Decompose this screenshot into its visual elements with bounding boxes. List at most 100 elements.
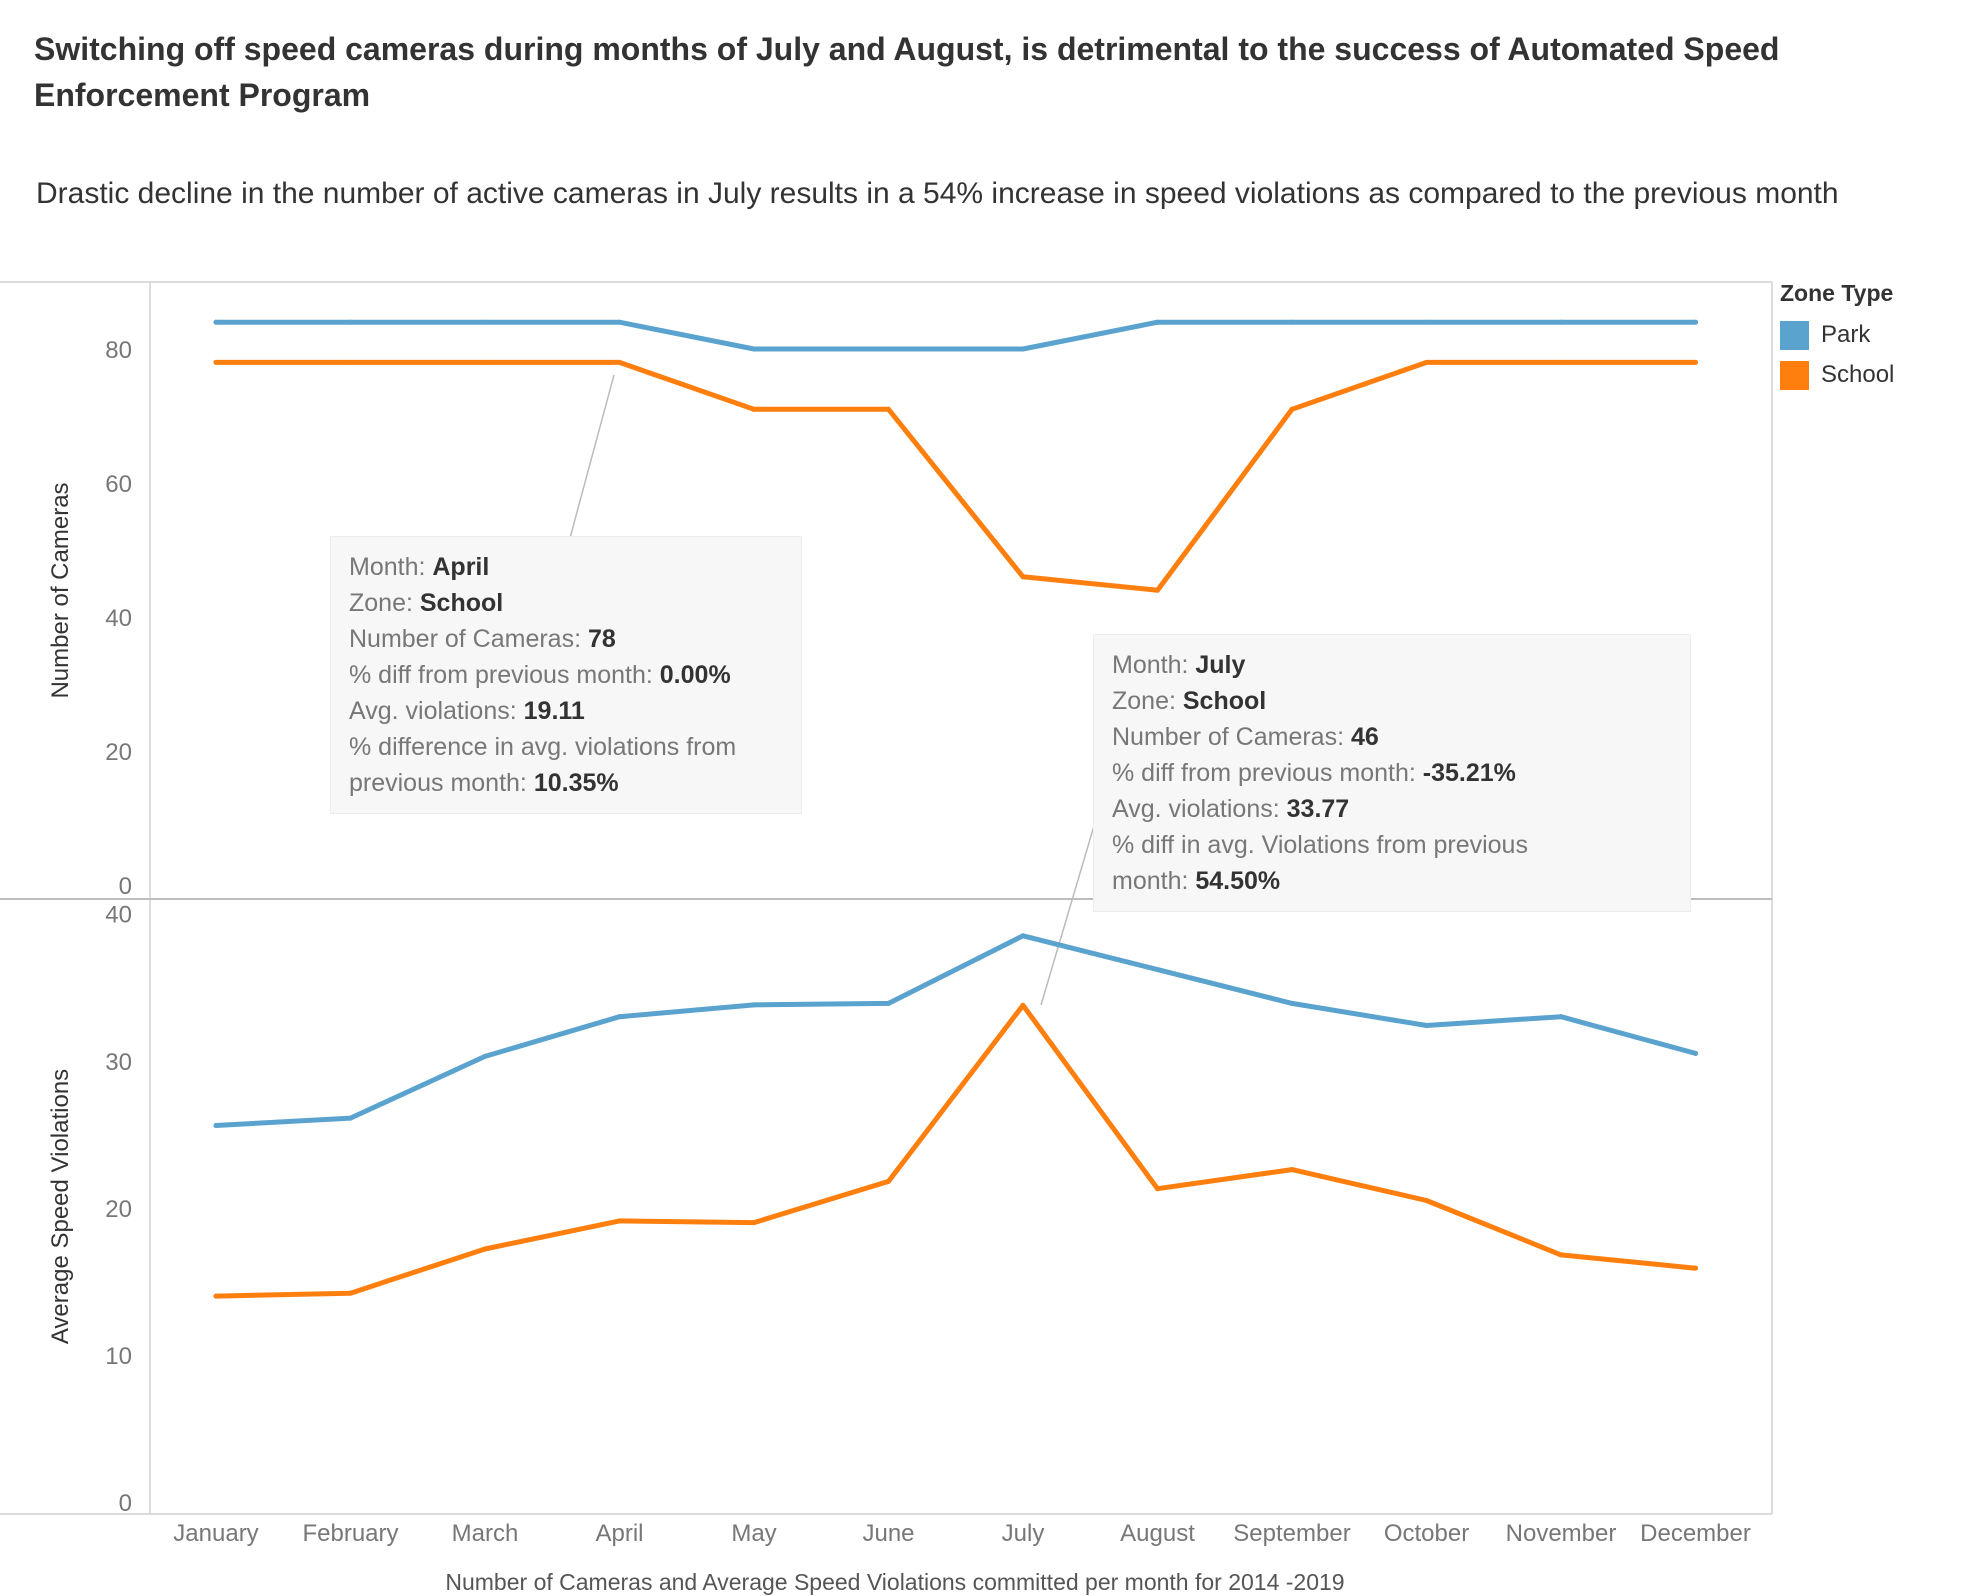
data-point-park — [617, 319, 622, 325]
tooltip-line: % diff from previous month: 0.00% — [349, 657, 783, 693]
tooltip-line-label: Number of Cameras: — [1112, 723, 1351, 751]
data-point-school — [348, 359, 353, 365]
tooltip-line-value: 10.35% — [533, 769, 619, 797]
data-point-school — [886, 1178, 891, 1184]
tooltip-line-value: 46 — [1350, 723, 1379, 751]
data-point-park — [1155, 967, 1160, 973]
x-tick-label: May — [731, 1520, 776, 1547]
legend-swatch-park — [1780, 320, 1809, 350]
x-tick-label: August — [1120, 1520, 1195, 1547]
data-point-school — [1289, 1167, 1295, 1173]
data-point-park — [1155, 319, 1160, 325]
y-tick-label: 40 — [105, 902, 132, 929]
legend[interactable]: Zone Type Park School — [1780, 280, 1894, 395]
data-point-school — [1424, 359, 1429, 365]
tooltip-line: Avg. violations: 33.77 — [1112, 791, 1672, 827]
data-point-school — [1289, 406, 1295, 412]
legend-item-park[interactable]: Park — [1780, 315, 1894, 355]
tooltip-line-value: 54.50% — [1195, 867, 1281, 895]
data-point-school — [1020, 574, 1026, 580]
data-point-park — [1424, 319, 1429, 325]
data-point-park — [1289, 1000, 1295, 1006]
tooltip-line-label: Avg. violations: — [1112, 795, 1287, 823]
y-axis-title: Average Speed Violations — [47, 1069, 74, 1344]
data-point-park — [348, 1115, 353, 1121]
tooltip-july-school: Month: July Zone: School Number of Cameras… — [1093, 634, 1691, 912]
tooltip-line: previous month: 10.35% — [349, 765, 783, 801]
tooltip-line-value: School — [1182, 687, 1267, 715]
tooltip-line: % difference in avg. violations from — [349, 729, 783, 765]
legend-title: Zone Type — [1780, 280, 1894, 306]
legend-swatch-school — [1780, 360, 1809, 390]
data-point-school — [1155, 1186, 1160, 1192]
data-point-school — [213, 359, 219, 365]
data-point-park — [348, 319, 353, 325]
tooltip-line: Month: July — [1112, 647, 1672, 683]
legend-label-park: Park — [1821, 321, 1871, 348]
y-axis-title: Number of Cameras — [47, 482, 74, 698]
tooltip-connector-april — [569, 374, 615, 539]
tooltip-line: Number of Cameras: 46 — [1112, 719, 1672, 755]
data-point-park — [482, 1053, 488, 1059]
tooltip-line: Avg. violations: 19.11 — [349, 693, 783, 729]
tooltip-line-label: Zone: — [1112, 687, 1183, 715]
tooltip-line: % diff from previous month: -35.21% — [1112, 755, 1672, 791]
x-tick-label: January — [173, 1520, 258, 1547]
tooltip-line-label: month: — [1112, 867, 1196, 895]
data-point-school — [1020, 1002, 1026, 1008]
tooltip-line: Zone: School — [349, 585, 783, 621]
data-point-school — [617, 359, 622, 365]
data-point-park — [1693, 319, 1698, 325]
data-point-park — [1424, 1022, 1429, 1028]
data-point-park — [1693, 1050, 1698, 1056]
x-tick-label: July — [1002, 1520, 1045, 1547]
y-tick-label: 10 — [105, 1343, 132, 1370]
series-line-park — [213, 933, 1698, 1128]
data-point-school — [617, 1218, 622, 1224]
tooltip-april-school: Month: April Zone: School Number of Camera… — [330, 536, 802, 814]
y-tick-label: 30 — [105, 1049, 132, 1076]
y-tick-label: 80 — [105, 337, 132, 364]
x-axis-title: Number of Cameras and Average Speed Viol… — [445, 1569, 1344, 1595]
tooltip-line-label: % difference in avg. violations from — [349, 733, 737, 761]
legend-label-school: School — [1821, 361, 1895, 388]
data-point-park — [617, 1014, 622, 1020]
tooltip-line-label: Zone: — [349, 589, 420, 617]
x-tick-label: February — [302, 1520, 398, 1547]
data-point-school — [348, 1290, 353, 1296]
y-tick-label: 40 — [105, 605, 132, 632]
data-point-park — [1020, 346, 1026, 352]
series-line-park — [213, 319, 1698, 352]
tooltip-line-value: School — [419, 589, 504, 617]
data-point-school — [482, 359, 488, 365]
x-tick-label: April — [595, 1520, 643, 1547]
tooltip-line-value: July — [1195, 651, 1246, 679]
x-tick-label: November — [1506, 1520, 1617, 1547]
data-point-school — [751, 1220, 757, 1226]
tooltip-line: Number of Cameras: 78 — [349, 621, 783, 657]
tooltip-line-label: Month: — [1112, 651, 1196, 679]
x-tick-label: September — [1233, 1520, 1350, 1547]
tooltip-line-value: April — [432, 553, 490, 581]
data-point-school — [1155, 587, 1160, 593]
legend-item-school[interactable]: School — [1780, 355, 1894, 395]
y-tick-label: 60 — [105, 471, 132, 498]
x-tick-label: March — [452, 1520, 519, 1547]
tooltip-line-value: 78 — [587, 625, 616, 653]
data-point-park — [1558, 1014, 1564, 1020]
tooltip-line-label: % diff from previous month: — [1112, 759, 1423, 787]
y-tick-label: 20 — [105, 739, 132, 766]
data-point-park — [1558, 319, 1564, 325]
tooltip-line: month: 54.50% — [1112, 863, 1672, 899]
data-point-park — [482, 319, 488, 325]
data-point-school — [213, 1293, 219, 1299]
data-point-park — [1020, 933, 1026, 939]
tooltip-line-value: 19.11 — [523, 697, 585, 725]
x-tick-label: October — [1384, 1520, 1469, 1547]
tooltip-line-value: 33.77 — [1286, 795, 1350, 823]
data-point-school — [751, 406, 757, 412]
y-tick-label: 20 — [105, 1196, 132, 1223]
chart-title: Switching off speed cameras during month… — [34, 31, 1780, 113]
data-point-school — [1424, 1198, 1429, 1203]
